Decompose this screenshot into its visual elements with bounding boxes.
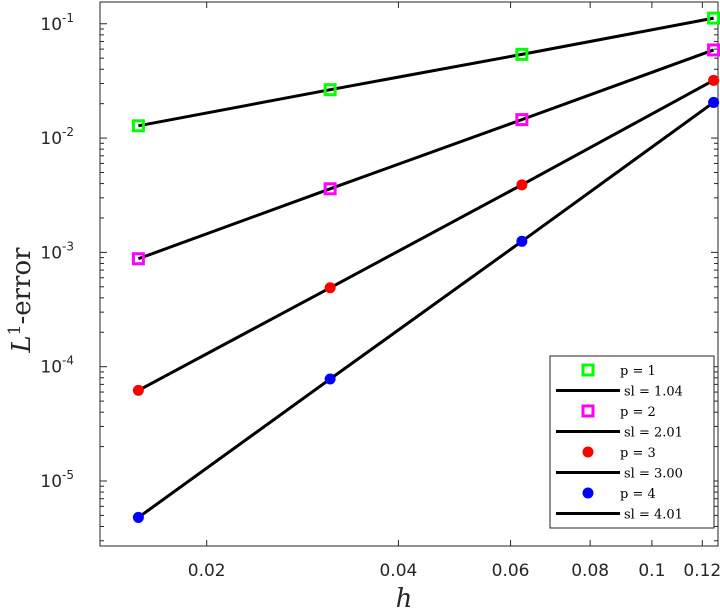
x-tick-label: 0.06 xyxy=(492,561,530,581)
y-axis-label-main: L xyxy=(7,335,37,353)
legend-box xyxy=(549,355,715,529)
legend-label: p = 3 xyxy=(620,446,656,461)
x-axis-ticks: 0.02 0.04 0.06 0.08 0.1 0.12 xyxy=(188,2,720,581)
data-point xyxy=(324,282,336,294)
data-point xyxy=(707,43,720,57)
data-point xyxy=(708,96,720,108)
legend-label: p = 4 xyxy=(620,487,656,502)
y-tick-label: 10-3 xyxy=(40,239,74,263)
y-tick-label: 10-5 xyxy=(40,468,74,492)
legend-entry-4: p = 4 sl = 4.01 xyxy=(556,487,683,523)
legend-marker xyxy=(581,404,595,418)
fit-line xyxy=(137,79,715,392)
legend-label: p = 1 xyxy=(620,364,656,379)
series-3 xyxy=(132,74,720,396)
y-tick-label: 10-1 xyxy=(40,11,74,35)
y-tick-label: 10-4 xyxy=(40,354,74,378)
x-tick-label: 0.02 xyxy=(188,561,226,581)
x-tick-label: 0.12 xyxy=(683,561,720,581)
legend-label: sl = 3.00 xyxy=(624,467,683,482)
y-axis-label: L1-error xyxy=(5,247,37,354)
data-point xyxy=(131,252,145,266)
series-1 xyxy=(131,11,720,133)
y-axis-label-sup: 1 xyxy=(5,325,25,336)
x-tick-label: 0.08 xyxy=(571,561,609,581)
data-point xyxy=(132,384,144,396)
y-tick-label: 10-2 xyxy=(40,125,74,149)
legend-entry-1: p = 1 sl = 1.04 xyxy=(556,363,683,400)
legend-marker xyxy=(582,487,594,499)
data-point xyxy=(132,511,144,523)
data-point xyxy=(708,74,720,86)
data-point xyxy=(515,113,529,127)
fit-line xyxy=(138,16,714,128)
series-2 xyxy=(131,43,720,266)
legend-entry-2: p = 2 sl = 2.01 xyxy=(556,404,683,441)
y-axis-ticks: 10-1 10-2 10-3 10-4 10-5 xyxy=(40,11,718,542)
series-4 xyxy=(132,96,720,523)
y-axis-label-rest: -error xyxy=(7,247,37,325)
legend: p = 1 sl = 1.04 p = 2 sl = 2.01 p = 3 sl = 3.… xyxy=(549,355,715,529)
data-point xyxy=(131,119,145,133)
legend-entry-3: p = 3 sl = 3.00 xyxy=(556,446,683,482)
data-point xyxy=(516,179,528,191)
data-point xyxy=(323,83,337,97)
data-point xyxy=(323,182,337,196)
series-layer xyxy=(131,11,720,523)
x-axis-label: h xyxy=(396,584,413,612)
legend-marker xyxy=(581,363,595,377)
data-point xyxy=(324,373,336,385)
fit-line xyxy=(137,48,715,261)
legend-marker xyxy=(582,446,594,458)
data-point xyxy=(515,47,529,61)
x-tick-label: 0.1 xyxy=(638,561,665,581)
legend-label: sl = 1.04 xyxy=(624,385,683,400)
data-point xyxy=(516,235,528,247)
data-point xyxy=(707,11,720,25)
fit-line xyxy=(137,101,715,519)
legend-label: sl = 4.01 xyxy=(624,508,683,523)
legend-label: sl = 2.01 xyxy=(624,426,683,441)
x-tick-label: 0.04 xyxy=(379,561,417,581)
legend-label: p = 2 xyxy=(620,405,656,420)
